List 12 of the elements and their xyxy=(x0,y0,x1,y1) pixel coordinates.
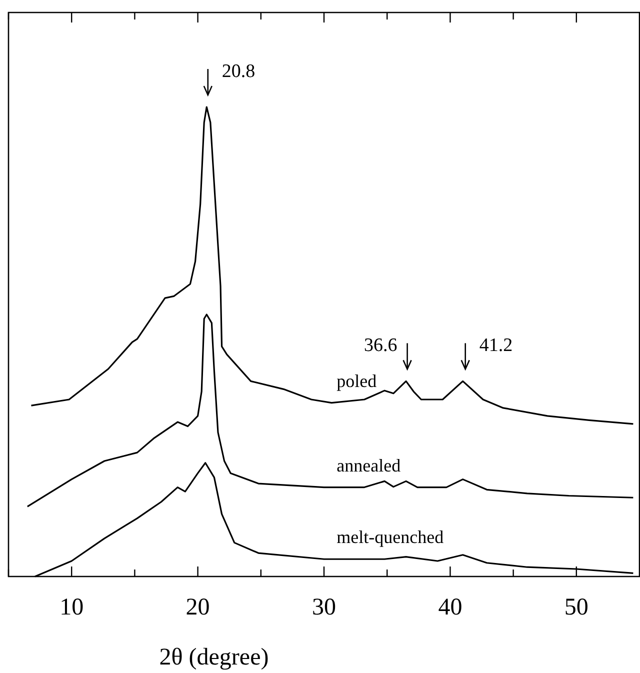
x-axis-title: 2θ (degree) xyxy=(159,644,269,670)
annotation: 36.6 xyxy=(364,335,398,356)
series-label: melt-quenched xyxy=(336,527,444,548)
series-label: annealed xyxy=(336,455,401,476)
annotation: 20.8 xyxy=(222,61,256,82)
annotation: 41.2 xyxy=(479,335,513,356)
x-tick-label: 30 xyxy=(312,594,336,620)
x-tick-label: 10 xyxy=(60,594,84,620)
x-tick-label: 40 xyxy=(438,594,462,620)
x-tick-label: 20 xyxy=(186,594,210,620)
x-tick-label: 50 xyxy=(564,594,588,620)
series-label: poled xyxy=(336,370,377,391)
